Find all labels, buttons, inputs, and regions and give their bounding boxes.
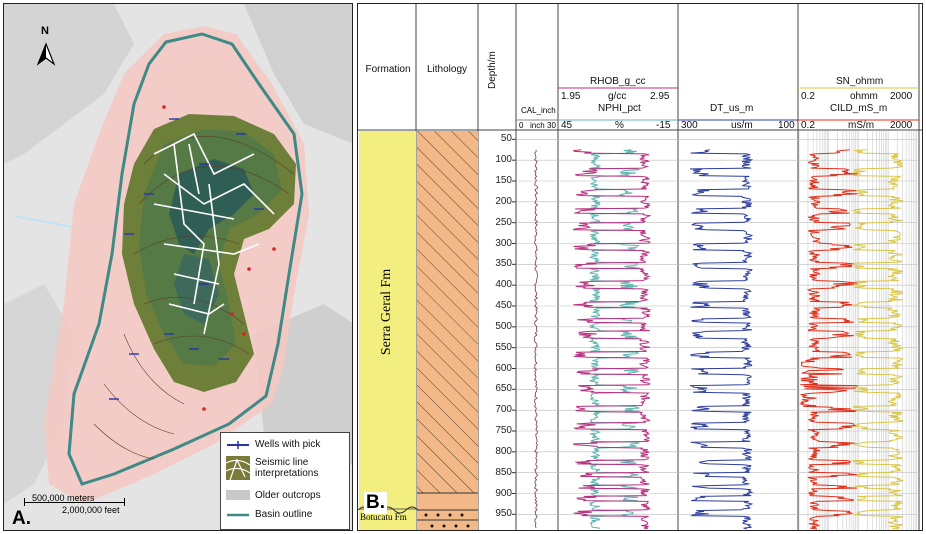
rhob-name: RHOB_g_cc xyxy=(590,76,646,87)
panel-a-label: A. xyxy=(12,508,31,529)
outcrop-legend-icon xyxy=(226,490,250,500)
nphi-min: 45 xyxy=(561,120,573,131)
legend-label: Older outcrops xyxy=(255,489,321,501)
depth-tick-label: 300 xyxy=(495,237,512,249)
sn-min: 0.2 xyxy=(801,91,815,102)
depth-tick-label: 150 xyxy=(495,175,512,186)
rhob-min: 1.95 xyxy=(561,91,581,102)
dt-curve xyxy=(689,149,754,530)
depth-tick-label: 750 xyxy=(495,425,512,436)
nphi-curve xyxy=(588,149,640,530)
depth-tick-label: 450 xyxy=(495,300,512,311)
sn-name: SN_ohmm xyxy=(836,76,884,87)
depth-tick-label: 500 xyxy=(495,320,512,332)
rhob-max: 2.95 xyxy=(650,91,670,102)
depth-tick-label: 950 xyxy=(495,508,512,520)
cild-curve xyxy=(799,149,858,530)
well-markers xyxy=(109,118,264,400)
depth-tick-label: 850 xyxy=(495,466,512,478)
red-points xyxy=(162,105,276,411)
log-frame xyxy=(358,4,922,530)
nphi-max: -15 xyxy=(656,120,671,131)
sn-curve xyxy=(851,149,905,530)
depth-tick-label: 700 xyxy=(495,404,512,416)
depth-tick-label: 400 xyxy=(495,279,512,291)
cal-min: 0 xyxy=(519,121,524,130)
formation-label-botucatu: Botucatu Fm xyxy=(360,512,407,522)
basin-legend-icon xyxy=(227,513,249,516)
scale-bar xyxy=(24,496,214,510)
scale-feet: 2,000,000 feet xyxy=(62,505,120,515)
depth-tick-label: 800 xyxy=(495,445,512,457)
cal-curve xyxy=(533,149,539,529)
seismic-lines xyxy=(153,132,275,335)
panel-b-well-log: Formation Lithology Depth/m CAL_inch 0 i… xyxy=(357,3,923,531)
outcrop-region xyxy=(4,284,74,504)
cal-unit: inch xyxy=(530,121,545,130)
panel-a-map: N 500,000 meters 2,000,000 feet A. Wells… xyxy=(3,3,353,531)
depth-tick-label: 600 xyxy=(495,362,512,374)
scale-meters: 500,000 meters xyxy=(32,493,95,503)
depth-tick-label: 550 xyxy=(495,341,512,353)
formation-botucatu xyxy=(359,509,416,530)
cild-min: 0.2 xyxy=(801,120,815,131)
rhob-curve xyxy=(572,149,652,530)
cal-max: 30 xyxy=(547,121,556,130)
lithology-sandstone xyxy=(417,493,478,530)
cal-name: CAL_inch xyxy=(521,106,556,115)
cild-unit: mS/m xyxy=(848,120,875,131)
basin-outline xyxy=(67,32,304,486)
basin-map xyxy=(4,4,352,530)
legend-item-basin: Basin outline xyxy=(225,509,312,520)
depth-tick-label: 900 xyxy=(495,487,512,499)
dt-unit: us/m xyxy=(731,120,753,131)
legend-label: Seismic line interpretations xyxy=(255,457,319,479)
legend-label: Basin outline xyxy=(255,509,313,520)
map-legend: Wells with pick Seismic line interpretat… xyxy=(220,432,350,530)
dt-max: 100 xyxy=(778,120,795,131)
legend-item-seismic: Seismic line interpretations xyxy=(225,455,343,481)
depth-tick-label: 100 xyxy=(495,154,512,166)
sn-max: 2000 xyxy=(890,91,913,102)
depth-tick-label: 50 xyxy=(500,133,512,145)
dt-min: 300 xyxy=(681,120,698,131)
cild-max: 2000 xyxy=(890,120,913,131)
legend-label: Wells with pick xyxy=(255,439,321,450)
nphi-unit: % xyxy=(615,120,624,131)
outcrop-region xyxy=(4,4,134,164)
seismic-legend-icon xyxy=(225,456,251,481)
dt-name: DT_us_m xyxy=(710,103,754,114)
depth-header: Depth/m xyxy=(487,51,498,89)
well-legend-icon xyxy=(227,440,249,449)
nphi-name: NPHI_pct xyxy=(598,103,641,114)
cild-name: CILD_mS_m xyxy=(830,103,888,114)
outcrop-region xyxy=(244,4,352,144)
depth-tick-label: 250 xyxy=(495,216,512,228)
north-label: N xyxy=(41,25,49,37)
north-arrow-icon xyxy=(36,42,56,66)
sn-unit: ohmm xyxy=(850,91,878,102)
depth-tick-label: 650 xyxy=(495,383,512,395)
depth-tick-label: 350 xyxy=(495,258,512,270)
formation-serra-geral xyxy=(359,131,416,509)
formation-label-serra-geral: Serra Geral Fm xyxy=(379,268,394,356)
legend-item-outcrops: Older outcrops xyxy=(225,489,321,501)
rhob-unit: g/cc xyxy=(608,91,627,102)
formation-header: Formation xyxy=(365,64,411,75)
panel-b-label: B. xyxy=(364,492,387,514)
lithology-header: Lithology xyxy=(426,64,468,75)
depth-tick-label: 200 xyxy=(495,195,512,207)
legend-item-wells: Wells with pick xyxy=(225,439,320,450)
